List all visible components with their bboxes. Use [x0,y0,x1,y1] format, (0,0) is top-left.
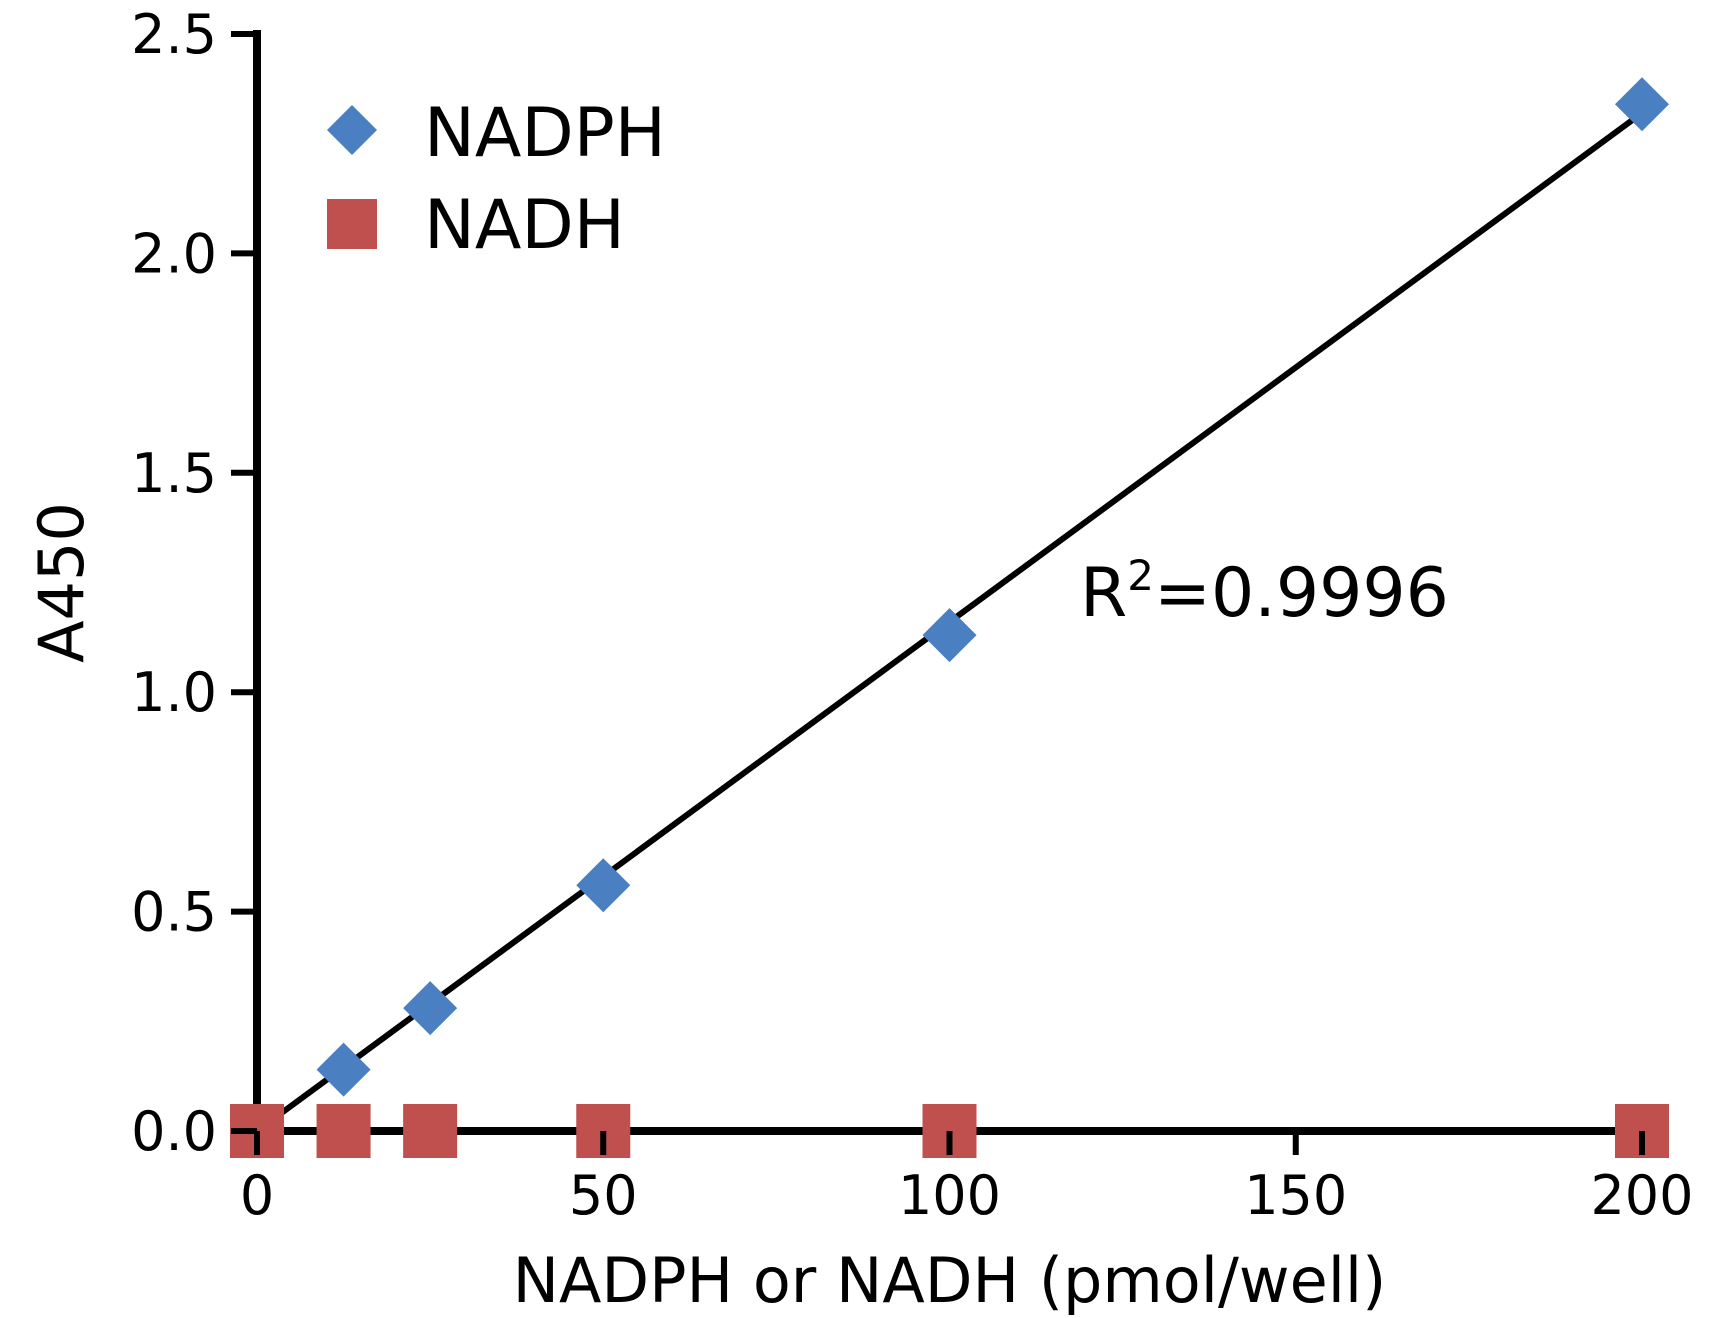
y-tick-label: 2.0 [131,222,217,285]
x-tick-label: 50 [569,1164,638,1227]
legend-item-nadph: NADPH [327,94,666,173]
data-point-nadh [316,1104,371,1158]
legend-marker-nadph [327,105,377,155]
r-squared-superscript: 2 [1127,551,1154,600]
y-tick-label: 0.5 [131,881,217,944]
y-tick-label: 0.0 [131,1100,217,1163]
r-squared-base: R [1080,554,1127,633]
data-point-nadph [576,858,631,913]
data-point-nadh [403,1104,458,1158]
y-axis-label: A450 [25,502,98,663]
data-point-nadph [1615,77,1669,132]
x-tick-label: 200 [1590,1164,1693,1227]
r-squared-annotation: R2=0.9996 [1080,551,1449,633]
data-point-nadph [403,981,458,1036]
legend-label-nadh: NADH [424,186,625,265]
x-axis-label: NADPH or NADH (pmol/well) [513,1244,1387,1317]
x-tick-label: 0 [240,1164,274,1227]
legend-item-nadh: NADH [327,186,625,265]
data-point-nadph [316,1042,371,1097]
ticks-layer: 0.0 0.5 1.0 1.5 2.0 2.5 0 50 100 150 200 [131,3,1693,1227]
y-tick-label: 2.5 [131,3,217,66]
y-tick-label: 1.0 [131,661,217,724]
legend: NADPH NADH [327,94,666,265]
data-point-nadph [922,608,977,663]
legend-marker-nadh [327,199,377,249]
x-tick-label: 100 [898,1164,1001,1227]
legend-label-nadph: NADPH [424,94,666,173]
y-tick-label: 1.5 [131,442,217,505]
r-squared-value: =0.9996 [1154,554,1449,633]
x-tick-label: 150 [1244,1164,1347,1227]
